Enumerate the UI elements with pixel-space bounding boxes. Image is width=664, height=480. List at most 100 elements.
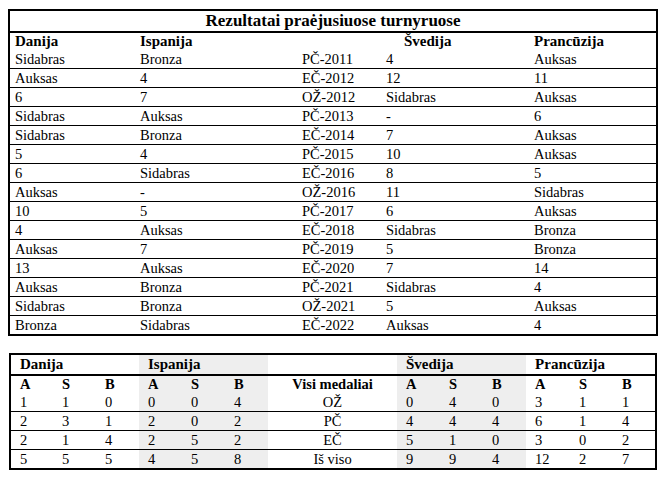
medal-count-cell: 0 bbox=[570, 431, 613, 450]
results-header-row: DanijaIspanijaŠvedijaPrancūzija bbox=[9, 32, 657, 50]
medal-count-cell: 5 bbox=[182, 450, 225, 470]
group-header-svedija: Švedija bbox=[397, 354, 526, 375]
table-cell: - bbox=[135, 183, 297, 202]
medal-count-cell: 1 bbox=[10, 393, 53, 412]
medal-count-cell: 0 bbox=[182, 412, 225, 431]
table-row: 67OŽ-2012SidabrasAuksas bbox=[9, 88, 657, 107]
table-cell: Bronza bbox=[9, 316, 135, 336]
medal-count-cell: 1 bbox=[613, 393, 656, 412]
medal-count-cell: 4 bbox=[613, 412, 656, 431]
subcolumn-header-s: S bbox=[182, 375, 225, 393]
medal-count-cell: 9 bbox=[440, 450, 483, 470]
title-row: Rezultatai praėjusiuose turnyruose bbox=[9, 10, 657, 32]
medal-count-cell: 2 bbox=[10, 431, 53, 450]
table-cell: EČ-2022 bbox=[297, 316, 381, 336]
medal-count-cell: 2 bbox=[225, 431, 268, 450]
table-cell: Auksas bbox=[135, 221, 297, 240]
medal-count-cell: 5 bbox=[96, 450, 139, 470]
medal-count-cell: 0 bbox=[96, 393, 139, 412]
table-cell: 6 bbox=[529, 107, 657, 126]
table-cell: Auksas bbox=[529, 145, 657, 164]
medal-count-cell: 1 bbox=[53, 431, 96, 450]
medal-count-cell: 0 bbox=[483, 431, 526, 450]
table-cell: 4 bbox=[529, 278, 657, 297]
medals-subheader-row: ASBASBVisi medaliaiASBASB bbox=[10, 375, 656, 393]
medal-count-cell: 3 bbox=[526, 431, 570, 450]
group-header-prancuzija: Prancūzija bbox=[526, 354, 656, 375]
medal-count-cell: 4 bbox=[96, 431, 139, 450]
table-row: 555458Iš viso9941227 bbox=[10, 450, 656, 470]
table-cell: OŽ-2021 bbox=[297, 297, 381, 316]
table-cell: PČ-2013 bbox=[297, 107, 381, 126]
table-cell: 4 bbox=[529, 316, 657, 336]
medal-count-cell: 4 bbox=[440, 393, 483, 412]
subcolumn-header-b: B bbox=[96, 375, 139, 393]
table-cell: EČ-2018 bbox=[297, 221, 381, 240]
table-cell: 4 bbox=[135, 145, 297, 164]
table-cell: PČ-2019 bbox=[297, 240, 381, 259]
medal-count-cell: 0 bbox=[397, 393, 440, 412]
medal-count-cell: 0 bbox=[182, 393, 225, 412]
medal-count-cell: 4 bbox=[139, 450, 182, 470]
table-cell: PČ-2011 bbox=[297, 50, 381, 69]
subcolumn-header-s: S bbox=[53, 375, 96, 393]
column-header-ispanija: Ispanija bbox=[135, 32, 297, 50]
table-cell: 6 bbox=[9, 164, 135, 183]
table-cell: 6 bbox=[9, 88, 135, 107]
medal-count-cell: 6 bbox=[526, 412, 570, 431]
medal-count-cell: 3 bbox=[53, 412, 96, 431]
medal-count-cell: 9 bbox=[397, 450, 440, 470]
table-row: 6SidabrasEČ-201685 bbox=[9, 164, 657, 183]
table-cell: 10 bbox=[381, 145, 529, 164]
medals-summary-table: DanijaIspanijaŠvedijaPrancūzija ASBASBVi… bbox=[9, 353, 657, 470]
table-cell: 7 bbox=[135, 88, 297, 107]
medal-count-cell: 2 bbox=[570, 450, 613, 470]
table-cell: Bronza bbox=[529, 240, 657, 259]
subcolumn-header-b: B bbox=[225, 375, 268, 393]
row-label: Iš viso bbox=[268, 450, 397, 470]
table-cell: Auksas bbox=[529, 126, 657, 145]
row-label: OŽ bbox=[268, 393, 397, 412]
table-cell: 7 bbox=[135, 240, 297, 259]
table-cell: Auksas bbox=[381, 316, 529, 336]
table-cell: Auksas bbox=[529, 50, 657, 69]
table-row: 4AuksasEČ-2018SidabrasBronza bbox=[9, 221, 657, 240]
medal-count-cell: 5 bbox=[53, 450, 96, 470]
medal-count-cell: 2 bbox=[139, 412, 182, 431]
medal-count-cell: 4 bbox=[483, 450, 526, 470]
table-cell: 12 bbox=[381, 69, 529, 88]
column-header-prancūzija: Prancūzija bbox=[529, 32, 657, 50]
table-cell: PČ-2017 bbox=[297, 202, 381, 221]
table-cell: EČ-2014 bbox=[297, 126, 381, 145]
table-row: AuksasBronzaPČ-2021Sidabras4 bbox=[9, 278, 657, 297]
table-cell: 5 bbox=[529, 164, 657, 183]
medal-count-cell: 2 bbox=[10, 412, 53, 431]
medal-count-cell: 4 bbox=[397, 412, 440, 431]
table-cell: Auksas bbox=[529, 88, 657, 107]
table-row: SidabrasBronzaPČ-20114Auksas bbox=[9, 50, 657, 69]
table-cell: Sidabras bbox=[9, 126, 135, 145]
medal-count-cell: 1 bbox=[570, 393, 613, 412]
table-cell: Sidabras bbox=[381, 278, 529, 297]
table-cell: Sidabras bbox=[9, 107, 135, 126]
table-row: Auksas4EČ-20121211 bbox=[9, 69, 657, 88]
table-cell: Bronza bbox=[135, 126, 297, 145]
column-header-švedija: Švedija bbox=[381, 32, 529, 50]
medal-count-cell: 1 bbox=[53, 393, 96, 412]
group-header-danija: Danija bbox=[10, 354, 139, 375]
column-header-empty bbox=[297, 32, 381, 50]
table-cell: 13 bbox=[9, 259, 135, 278]
table-row: SidabrasBronzaOŽ-20215Auksas bbox=[9, 297, 657, 316]
results-table: Rezultatai praėjusiuose turnyruose Danij… bbox=[8, 9, 658, 336]
subcolumn-header-s: S bbox=[440, 375, 483, 393]
table-row: 110004OŽ040311 bbox=[10, 393, 656, 412]
table-cell: Bronza bbox=[135, 297, 297, 316]
table-row: 54PČ-201510Auksas bbox=[9, 145, 657, 164]
table-cell: 5 bbox=[381, 297, 529, 316]
table-cell: Sidabras bbox=[381, 221, 529, 240]
medal-count-cell: 5 bbox=[182, 431, 225, 450]
table-cell: EČ-2016 bbox=[297, 164, 381, 183]
table-cell: 4 bbox=[381, 50, 529, 69]
table-cell: Auksas bbox=[9, 240, 135, 259]
subcolumn-header-a: A bbox=[139, 375, 182, 393]
